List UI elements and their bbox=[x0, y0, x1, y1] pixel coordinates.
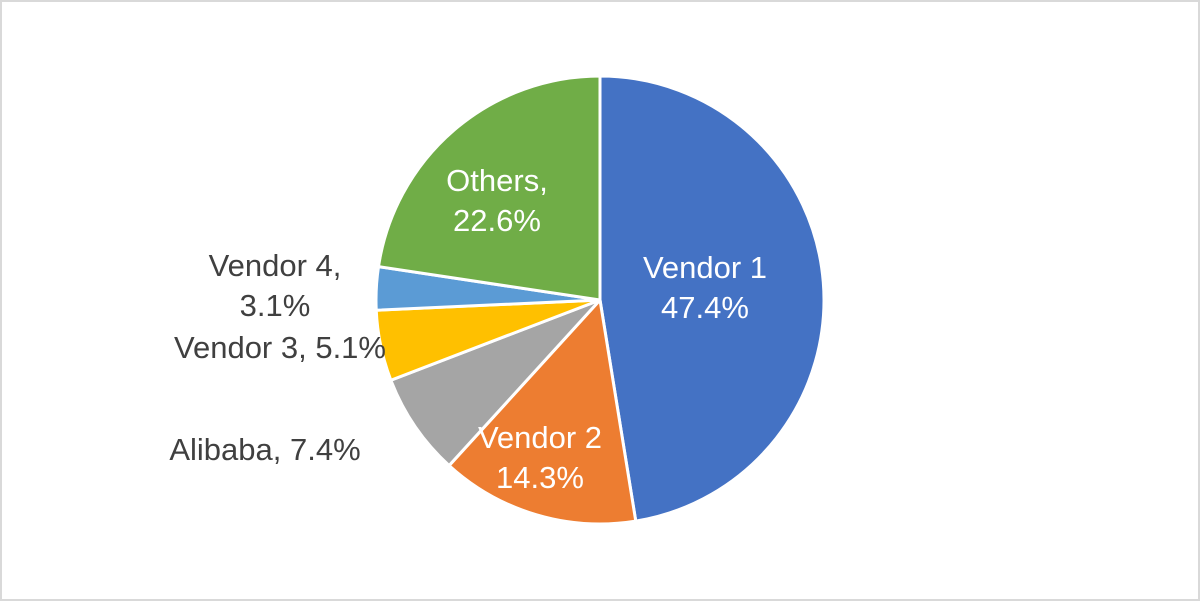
data-label-line: 3.1% bbox=[240, 288, 311, 323]
data-label: Vendor 4, 3.1% bbox=[209, 248, 342, 323]
data-label-line: Others, bbox=[446, 163, 548, 198]
data-label-line: Alibaba, 7.4% bbox=[169, 432, 360, 467]
data-label: Vendor 1 47.4% bbox=[643, 250, 767, 325]
data-label-line: Vendor 3, 5.1% bbox=[174, 330, 386, 365]
data-label: Alibaba, 7.4% bbox=[169, 432, 360, 467]
data-label-line: Vendor 4, bbox=[209, 248, 342, 283]
pie-slice bbox=[447, 296, 638, 526]
pie-slice bbox=[388, 298, 602, 468]
pie-slice bbox=[598, 74, 826, 523]
data-label-line: 14.3% bbox=[496, 460, 584, 495]
data-label-line: Vendor 2 bbox=[478, 420, 602, 455]
data-label: Vendor 3, 5.1% bbox=[174, 330, 386, 365]
pie-slice bbox=[376, 74, 602, 302]
data-label: Others, 22.6% bbox=[446, 163, 548, 238]
data-label-line: 47.4% bbox=[661, 290, 749, 325]
data-label: Vendor 2 14.3% bbox=[478, 420, 602, 495]
data-label-line: 22.6% bbox=[453, 203, 541, 238]
data-label-line: Vendor 1 bbox=[643, 250, 767, 285]
